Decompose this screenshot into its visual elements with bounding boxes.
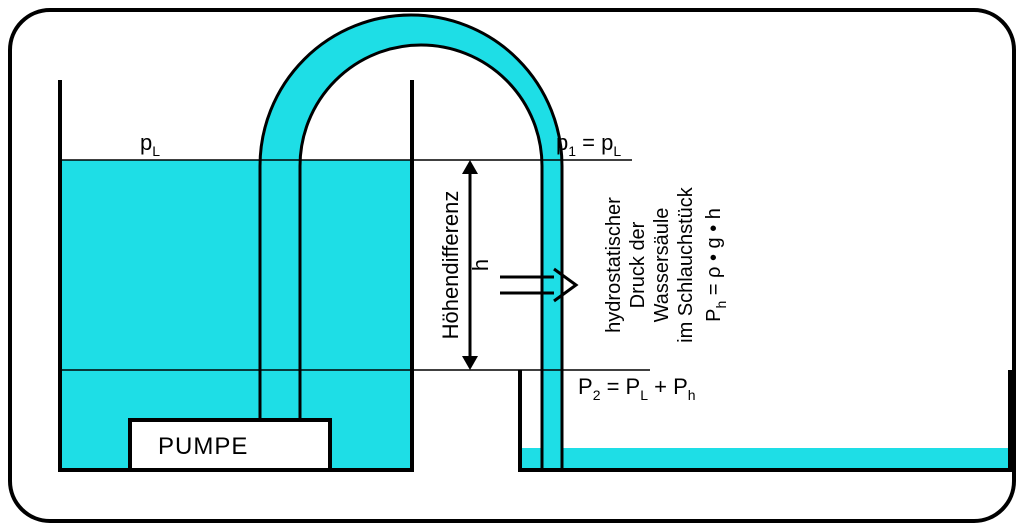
air-pressure-label: pL bbox=[140, 130, 160, 159]
height-arrow-head-top bbox=[462, 160, 478, 174]
hydrostatic-label-line-1: Druck der bbox=[627, 221, 649, 308]
hydrostatic-label-line-0: hydrostatischer bbox=[603, 197, 625, 333]
hydrostatic-label-line-3: im Schlauchstück bbox=[675, 186, 697, 343]
pump-label: PUMPE bbox=[158, 433, 248, 460]
p2-equation-label: P2 = PL + Ph bbox=[578, 374, 696, 403]
height-h-label: h bbox=[468, 259, 493, 271]
siphon-diagram: PUMPE pL p1 = pL P2 = PL + Ph Höhendifferenz… bbox=[60, 15, 1010, 470]
hydrostatic-label-line-2: Wassersäule bbox=[651, 208, 673, 323]
right-tray-water bbox=[522, 448, 1008, 468]
tube-outlet-stream bbox=[542, 372, 562, 452]
hydrostatic-formula: Ph = ρ • g • h bbox=[703, 208, 729, 322]
height-arrow-head-bottom bbox=[462, 356, 478, 370]
p1-equals-pl-label: p1 = pL bbox=[556, 130, 621, 159]
height-diff-label: Höhendifferenz bbox=[438, 191, 463, 340]
